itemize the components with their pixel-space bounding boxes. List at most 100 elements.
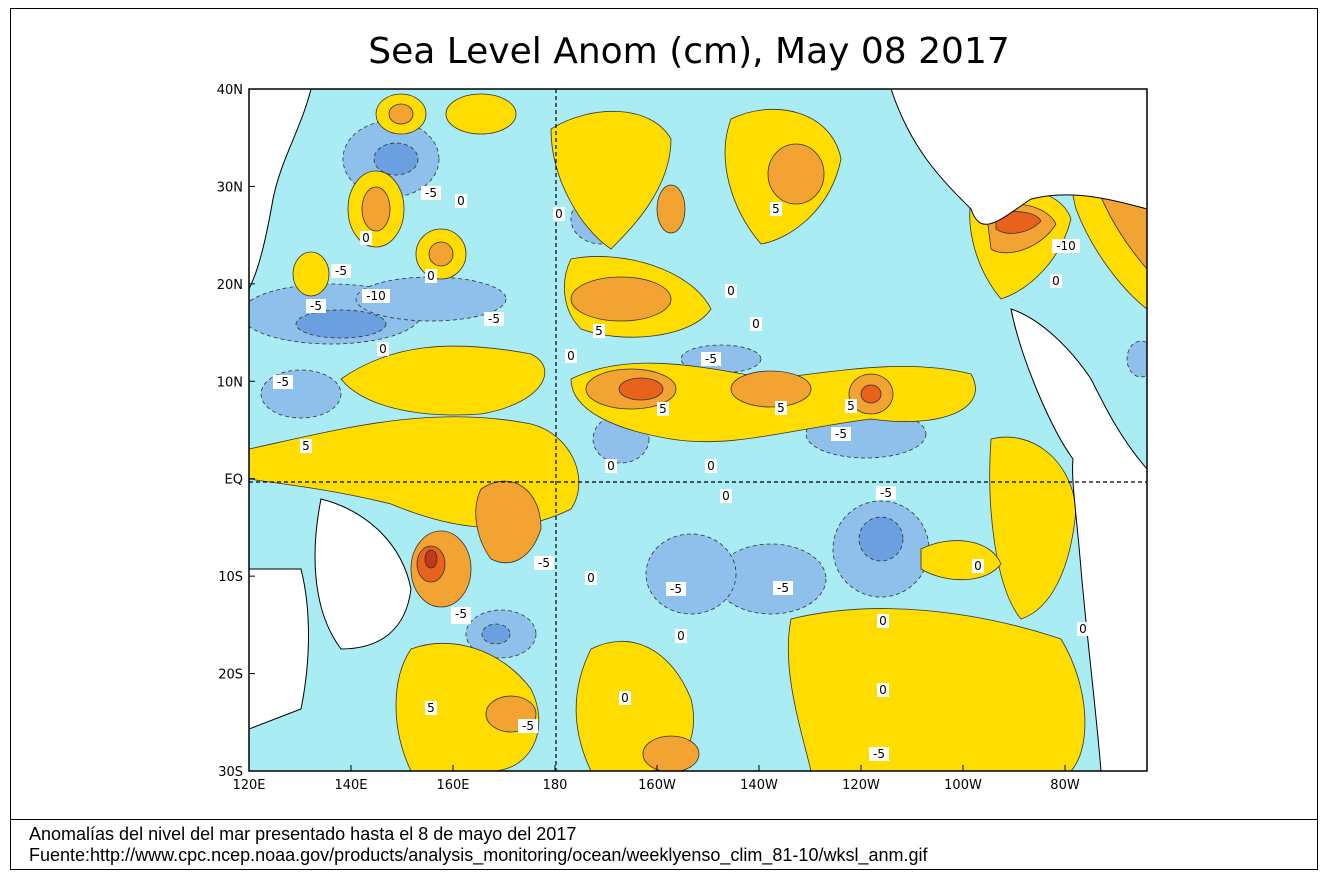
contour-label-bg <box>534 556 554 570</box>
contour-label-bg <box>273 375 293 389</box>
pos-strong-region <box>995 211 1042 234</box>
contour-label-bg <box>705 459 717 473</box>
contour-label: -5 <box>705 352 717 366</box>
contour-label: 5 <box>777 401 785 415</box>
contour-label: -10 <box>1056 239 1076 253</box>
contour-label: 5 <box>659 402 667 416</box>
caption-source: Fuente:http://www.cpc.ncep.noaa.gov/prod… <box>29 845 928 865</box>
contour-label-bg <box>605 459 617 473</box>
contour-label: -5 <box>277 375 289 389</box>
contour-label-bg <box>750 317 762 331</box>
contour-label-bg <box>377 342 389 356</box>
lon-tick-label: 160E <box>436 778 469 793</box>
contour-label-bg <box>360 231 372 245</box>
lon-tick-label: 140W <box>740 778 778 793</box>
contour-label: 5 <box>302 439 310 453</box>
contour-label-bg <box>593 324 605 338</box>
contour-label: 5 <box>772 202 780 216</box>
neg-region <box>645 533 737 615</box>
lat-tick-label: 40N <box>217 83 243 98</box>
contour-label: 0 <box>879 614 887 628</box>
contour-label: -5 <box>880 486 892 500</box>
contour-label-bg <box>425 269 437 283</box>
land-areas <box>249 89 1147 771</box>
contour-label: -5 <box>538 556 550 570</box>
contour-label-bg <box>300 439 312 453</box>
lat-tick-label: 20S <box>218 668 243 683</box>
pos-region <box>787 608 1086 771</box>
contour-label: 0 <box>722 489 730 503</box>
land-asia <box>249 89 312 290</box>
pos-mid-region <box>388 103 414 125</box>
contour-label-bg <box>425 701 437 715</box>
longitude-labels: 120E 140E 160E 180 160W 140W 120W 100W 80W <box>232 765 1080 793</box>
reference-lines <box>249 89 1147 771</box>
contour-label-bg <box>619 691 631 705</box>
pos-strong-region <box>618 377 664 401</box>
contour-label: -5 <box>777 581 789 595</box>
pos-max-region <box>424 549 438 569</box>
pos-region <box>395 642 540 771</box>
contour-label-bg <box>657 402 669 416</box>
sea-level-map-figure: Sea Level Anom (cm), May 08 2017 <box>11 9 1317 819</box>
neg-strong-region <box>295 309 387 339</box>
caption-line-1: Anomalías del nivel del mar presentado h… <box>29 824 577 844</box>
contour-label: 0 <box>621 691 629 705</box>
contour-label: 0 <box>555 207 563 221</box>
contour-label: 5 <box>847 399 855 413</box>
contour-label: 0 <box>677 629 685 643</box>
pos-mid-region <box>428 241 454 267</box>
contour-label: 0 <box>607 459 615 473</box>
land-australia <box>249 568 309 730</box>
contour-label-bg <box>451 607 471 621</box>
pos-mid-region <box>767 143 825 205</box>
contour-label: -5 <box>835 427 847 441</box>
contour-label: -5 <box>335 264 347 278</box>
pos-mid-region <box>570 276 672 322</box>
land-north-america <box>890 89 1147 225</box>
contour-label: 0 <box>707 459 715 473</box>
sea-level-anomaly-map: Sea Level Anom (cm), May 08 2017 <box>217 31 1148 793</box>
contour-label: -5 <box>425 186 437 200</box>
pos-mid-region <box>656 184 686 234</box>
contour-label: -5 <box>310 299 322 313</box>
contour-label: 0 <box>379 342 387 356</box>
contour-label-bg <box>565 349 577 363</box>
contour-label-bg <box>876 486 896 500</box>
pos-region <box>292 251 330 297</box>
strong-negative-anomaly-regions <box>295 142 904 645</box>
contour-label-bg <box>869 747 889 761</box>
lon-tick-label: 100W <box>944 778 982 793</box>
pos-strong-region <box>860 384 882 404</box>
contour-label: 0 <box>587 571 595 585</box>
contour-label-bg <box>585 571 597 585</box>
contour-label-bg <box>720 489 732 503</box>
contour-label-bg <box>518 719 538 733</box>
contour-label-bg <box>877 614 889 628</box>
contour-label: -5 <box>670 582 682 596</box>
neg-strong-region <box>373 142 419 176</box>
contour-label: 5 <box>595 324 603 338</box>
pos-mid-region <box>361 186 391 232</box>
contour-label-bg <box>484 312 504 326</box>
lon-tick-label: 160W <box>638 778 676 793</box>
contour-label-bg <box>331 264 351 278</box>
contour-label-bg <box>1052 239 1080 253</box>
lon-tick-label: 140E <box>334 778 367 793</box>
pos-region <box>989 436 1077 620</box>
neg-region <box>1126 340 1147 378</box>
contour-label: -5 <box>873 747 885 761</box>
contour-label-bg <box>362 289 390 303</box>
caption-box: Anomalías del nivel del mar presentado h… <box>11 819 1317 869</box>
pos-region <box>550 110 672 250</box>
lon-tick-label: 120W <box>842 778 880 793</box>
contour-label: 0 <box>457 194 465 208</box>
lon-tick-label: 180 <box>543 778 568 793</box>
contour-label: 0 <box>1079 622 1087 636</box>
contour-label: 0 <box>974 559 982 573</box>
contour-label: 0 <box>362 231 370 245</box>
contour-label-bg <box>701 352 721 366</box>
contour-label: 0 <box>752 317 760 331</box>
